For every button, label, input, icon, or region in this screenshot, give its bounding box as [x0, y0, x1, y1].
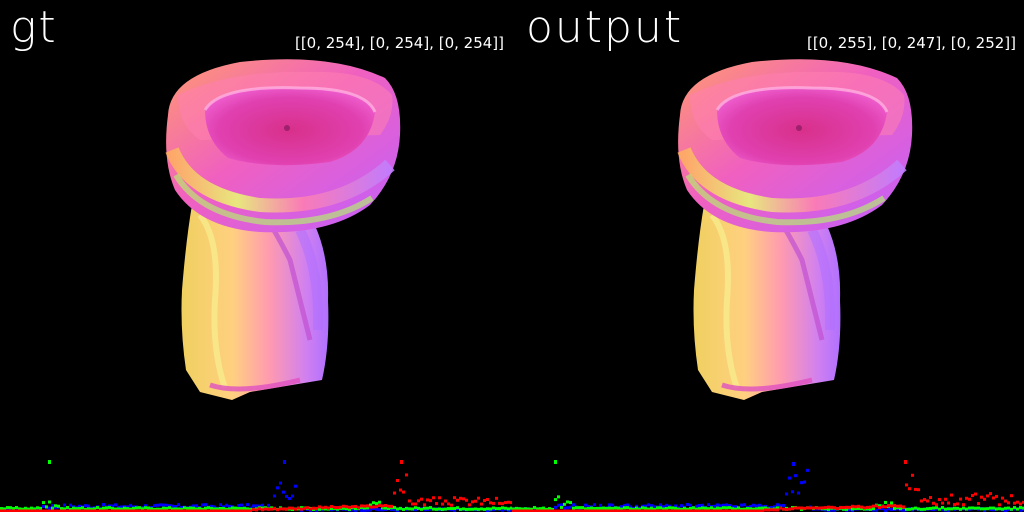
- gt-panel: gt [[0, 254], [0, 254], [0, 254]]: [0, 2, 512, 512]
- range-label-gt: [[0, 254], [0, 254], [0, 254]]: [294, 34, 504, 52]
- histogram-red-channel: [512, 473, 1024, 512]
- sink-drain: [284, 125, 290, 131]
- normal-map-render-gt: [165, 59, 401, 400]
- histogram-red-channel: [0, 473, 512, 512]
- sink-basin: [205, 87, 375, 166]
- sink-basin: [717, 87, 887, 166]
- panel-title-output: output: [526, 2, 684, 53]
- panel-title-gt: gt: [10, 2, 58, 53]
- histogram-gt: [0, 460, 512, 512]
- range-label-output: [[0, 255], [0, 247], [0, 252]]: [806, 34, 1016, 52]
- sink-drain: [796, 125, 802, 131]
- histogram-blue-channel: [512, 468, 1024, 512]
- normal-map-render-output: [677, 59, 913, 400]
- histogram-output: [512, 460, 1024, 512]
- output-panel: output [[0, 255], [0, 247], [0, 252]]: [512, 0, 1024, 512]
